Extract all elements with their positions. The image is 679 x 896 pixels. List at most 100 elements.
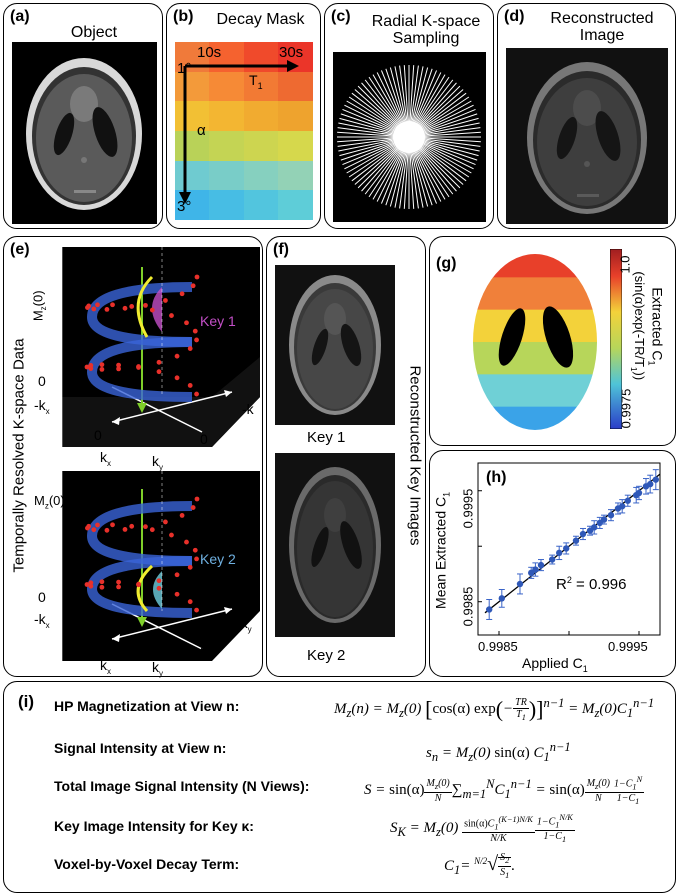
kspace-sample-dot	[116, 584, 121, 590]
t1-label: T1	[249, 72, 263, 91]
kspace-sample-dot	[187, 383, 193, 388]
kspace-sample-dot	[174, 591, 180, 597]
y-tick-2: 0.9995	[460, 488, 476, 529]
key1-image	[275, 265, 395, 425]
equation-decay-term: C1= N/2√ S2 S1.	[444, 852, 516, 880]
equation-signal-intensity: sn = Mz(0) sin(α) C1n−1	[426, 740, 571, 764]
kspace-sample-dot	[174, 572, 180, 578]
angle-start-label: 1°	[177, 60, 192, 77]
panel-i: (i) HP Magnetization at View n: Mz(n) = …	[3, 681, 676, 893]
equation-label: HP Magnetization at View n:	[54, 698, 240, 714]
data-point	[600, 516, 608, 523]
kspace-sample-dot	[179, 291, 185, 297]
neg-ky-label-bottom: -ky	[236, 615, 252, 634]
kspace-sample-dot	[86, 303, 92, 309]
kspace-helix-top	[61, 247, 260, 447]
r-squared-annotation: R2 = 0.996	[556, 575, 627, 593]
c1-band	[473, 277, 597, 311]
panel-title: Decay Mask	[216, 11, 305, 28]
kspace-sample-dot	[194, 556, 199, 562]
kspace-sample-dot	[116, 579, 121, 585]
kspace-sample-dot	[129, 523, 135, 529]
kspace-sample-dot	[110, 302, 115, 308]
kspace-sample-dot	[163, 298, 168, 303]
kx-label-top: kx	[100, 449, 111, 468]
data-point	[486, 606, 493, 613]
kspace-sample-dot	[194, 337, 199, 343]
data-point	[516, 580, 524, 588]
kspace-sample-dot	[190, 505, 196, 510]
key2-label: Key 2	[200, 551, 236, 567]
c1-band	[473, 342, 597, 375]
kspace-sample-dot	[122, 305, 128, 311]
panel-c: (c) Radial K-space Sampling	[324, 3, 494, 229]
kspace-sample-dot	[156, 359, 162, 365]
decay-mask-cell	[243, 131, 279, 162]
fit-line	[484, 473, 661, 614]
equation-key-image: SK = Mz(0) sin(α)C1(K−1)N/K N/K 1−C1N/K 1−C…	[390, 813, 575, 845]
key2-image-label: Key 2	[307, 647, 346, 664]
zero-label-top: 0	[38, 373, 46, 389]
kspace-sample-dot	[169, 313, 174, 318]
panel-g: (g) 1.0 0.9975 Extracted C1 (sin(α)exp(-…	[429, 236, 676, 446]
reconstructed-image	[506, 48, 668, 224]
decay-mask-cell	[175, 101, 210, 132]
decay-mask-cell	[209, 160, 244, 191]
decay-mask-cell	[277, 160, 313, 191]
ky-label-bottom: ky	[152, 659, 163, 678]
panel-label: (a)	[10, 8, 30, 25]
panel-title-line2: Sampling	[392, 30, 460, 47]
decay-mask-cell	[277, 71, 313, 102]
kspace-sample-dot	[163, 519, 168, 525]
kspace-sample-dot	[169, 532, 174, 538]
kspace-sample-dot	[184, 320, 189, 326]
panel-label: (f)	[273, 241, 289, 258]
decay-mask-grid	[175, 42, 313, 221]
panel-title-line2: Image	[579, 27, 625, 44]
kspace-sample-dot	[156, 369, 162, 375]
c1-band	[473, 374, 597, 408]
kspace-sample-dot	[194, 496, 200, 502]
kspace-sample-dot	[91, 306, 97, 312]
key1-image-label: Key 1	[307, 429, 346, 446]
key1-label: Key 1	[200, 313, 236, 329]
kspace-sample-dot	[99, 366, 105, 372]
kspace-sample-dot	[179, 513, 185, 518]
kspace-sample-dot	[84, 364, 90, 370]
x-axis-label: Applied C1	[522, 655, 588, 674]
kspace-sample-dot	[99, 584, 105, 590]
equation-hp-magnetization: Mz(n) = Mz(0) [cos(α) exp(− TR T1)]n−1 = M…	[334, 696, 655, 722]
kspace-sample-dot	[194, 607, 199, 613]
kspace-sample-dot	[156, 585, 162, 591]
f-side-label: Reconstructed Key Images	[406, 365, 424, 546]
kspace-sample-dot	[143, 302, 148, 308]
data-point	[635, 489, 643, 497]
c1-band	[473, 309, 597, 343]
data-point	[607, 511, 615, 519]
data-point	[532, 566, 539, 573]
phantom-image	[12, 42, 157, 224]
data-point	[537, 561, 545, 569]
kspace-sample-dot	[88, 363, 94, 368]
decay-mask-cell	[209, 101, 244, 132]
alpha-label: α	[197, 122, 206, 139]
kspace-sample-dot	[104, 527, 110, 533]
equation-row-4: Key Image Intensity for Key κ: SK = Mz(0…	[4, 808, 675, 848]
panel-d: (d) Reconstructed Image	[497, 3, 676, 229]
panel-a: (a) Object	[3, 3, 163, 229]
kspace-sample-dot	[192, 547, 198, 553]
equation-row-3: Total Image Signal Intensity (N Views): …	[4, 768, 675, 808]
zero2-label-bottom: 0	[94, 639, 102, 655]
kspace-sample-dot	[116, 366, 121, 372]
data-point	[498, 595, 505, 602]
kspace-sample-dot	[116, 362, 121, 368]
y-tick-1: 0.9985	[460, 586, 476, 627]
kspace-sample-dot	[174, 375, 180, 381]
mz-label-bottom: Mz(0)	[34, 493, 65, 511]
kspace-sample-dot	[149, 307, 155, 313]
decay-mask-cell	[243, 101, 279, 132]
radial-kspace-image	[333, 52, 486, 222]
decay-mask-cell	[175, 160, 210, 191]
equation-label: Total Image Signal Intensity (N Views):	[54, 778, 310, 794]
kspace-sample-dot	[156, 578, 162, 584]
